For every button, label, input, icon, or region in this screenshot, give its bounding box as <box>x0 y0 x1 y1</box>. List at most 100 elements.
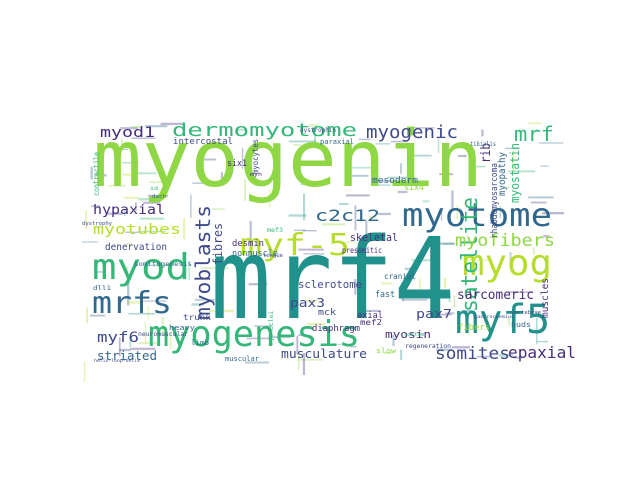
tiny-word-mark <box>297 178 309 180</box>
tiny-word-mark <box>169 331 172 350</box>
tiny-word-mark <box>128 301 141 304</box>
word-myotome: myotome <box>402 196 552 234</box>
tiny-word-mark <box>359 309 381 312</box>
tiny-word-mark <box>448 291 451 303</box>
tiny-word-mark <box>349 174 369 177</box>
word-myotubes: myotubes <box>93 222 181 238</box>
tiny-word-mark <box>199 158 216 161</box>
word-myod1: myod1 <box>100 125 155 141</box>
word-myh: myh <box>250 172 262 178</box>
tiny-word-mark <box>303 193 306 221</box>
word-dach: dach <box>152 194 166 200</box>
tiny-word-mark <box>161 317 164 336</box>
tiny-word-mark <box>539 142 564 144</box>
tiny-word-mark <box>505 147 520 150</box>
tiny-word-mark <box>106 212 123 215</box>
tiny-word-mark <box>246 337 269 340</box>
tiny-word-mark <box>124 208 126 217</box>
tiny-word-mark <box>391 140 408 143</box>
tiny-word-mark <box>209 309 234 313</box>
tiny-word-mark <box>392 335 395 347</box>
tiny-word-mark <box>191 303 205 306</box>
tiny-word-mark <box>141 300 167 302</box>
word-intercostal: intercostal <box>173 137 233 147</box>
word-rib: rib <box>479 143 494 163</box>
tiny-word-mark <box>117 148 128 151</box>
tiny-word-mark <box>345 241 356 243</box>
tiny-word-mark <box>499 206 501 218</box>
word-myonuclei: myonuclei <box>268 311 275 345</box>
tiny-word-mark <box>462 259 490 261</box>
word-limb: limb <box>191 339 209 347</box>
tiny-word-mark <box>147 306 149 320</box>
tiny-word-mark <box>253 142 269 144</box>
tiny-word-mark <box>433 278 435 298</box>
tiny-word-mark <box>409 127 435 129</box>
tiny-word-mark <box>384 352 393 355</box>
word-six4: six4 <box>404 183 424 193</box>
tiny-word-mark <box>194 299 215 301</box>
tiny-word-mark <box>514 356 523 359</box>
tiny-word-mark <box>120 127 139 130</box>
tiny-word-mark <box>288 214 307 217</box>
tiny-word-mark <box>126 266 129 280</box>
tiny-word-mark <box>302 353 306 376</box>
tiny-word-mark <box>123 196 139 199</box>
tiny-word-mark <box>138 230 166 233</box>
tiny-word-mark <box>305 299 318 302</box>
tiny-word-mark <box>188 260 190 280</box>
word-musculature: musculature <box>281 347 367 361</box>
tiny-word-mark <box>119 348 131 352</box>
tiny-word-mark <box>108 184 126 187</box>
tiny-word-mark <box>503 186 510 189</box>
tiny-word-mark <box>298 248 324 251</box>
tiny-word-mark <box>249 220 252 242</box>
word-vertebrae: vertebrae <box>511 310 541 316</box>
tiny-word-mark <box>434 313 452 316</box>
tiny-word-mark <box>122 173 132 176</box>
tiny-word-mark <box>299 160 302 177</box>
word-dystrophin: dystrophin <box>300 127 336 134</box>
tiny-word-mark <box>452 346 470 349</box>
tiny-word-mark <box>241 147 244 169</box>
tiny-word-mark <box>354 279 357 295</box>
tiny-word-mark <box>82 241 99 243</box>
tiny-word-mark <box>237 128 245 131</box>
tiny-words-layer <box>82 122 564 382</box>
word-fast: fast <box>375 290 395 300</box>
tiny-word-mark <box>143 201 161 204</box>
tiny-word-mark <box>400 163 402 174</box>
tiny-word-mark <box>451 190 454 211</box>
tiny-word-mark <box>377 180 401 183</box>
word-myoblasts: myoblasts <box>191 205 215 320</box>
tiny-word-mark <box>509 252 512 264</box>
word-mef3: mef3 <box>267 227 283 234</box>
tiny-word-mark <box>183 218 186 240</box>
tiny-word-mark <box>138 342 160 345</box>
tiny-word-mark <box>472 165 486 168</box>
tiny-word-mark <box>314 134 316 147</box>
tiny-word-mark <box>293 229 306 232</box>
word-fibres: fibres <box>211 223 225 265</box>
tiny-word-mark <box>345 194 370 197</box>
tiny-word-mark <box>218 273 220 292</box>
word-mrfs: mrfs <box>92 286 172 321</box>
word-myogenesis: myogenesis <box>148 314 360 355</box>
tiny-word-mark <box>302 230 317 232</box>
tiny-word-mark <box>244 178 246 201</box>
word-somites: somites <box>435 344 510 364</box>
tiny-word-mark <box>461 310 473 312</box>
tiny-word-mark <box>86 307 89 324</box>
word-myf6: myf6 <box>97 330 139 346</box>
tiny-word-mark <box>245 361 269 364</box>
tiny-word-mark <box>132 160 134 170</box>
word-contractile: contractile <box>92 152 101 196</box>
tiny-word-mark <box>220 172 223 179</box>
tiny-word-mark <box>422 200 430 203</box>
tiny-word-mark <box>375 143 391 145</box>
word-dll1: dll1 <box>93 285 111 292</box>
word-diaphragm: diaphragm <box>312 324 360 334</box>
word-paraxial: paraxial <box>320 138 354 146</box>
tiny-word-mark <box>540 165 549 167</box>
